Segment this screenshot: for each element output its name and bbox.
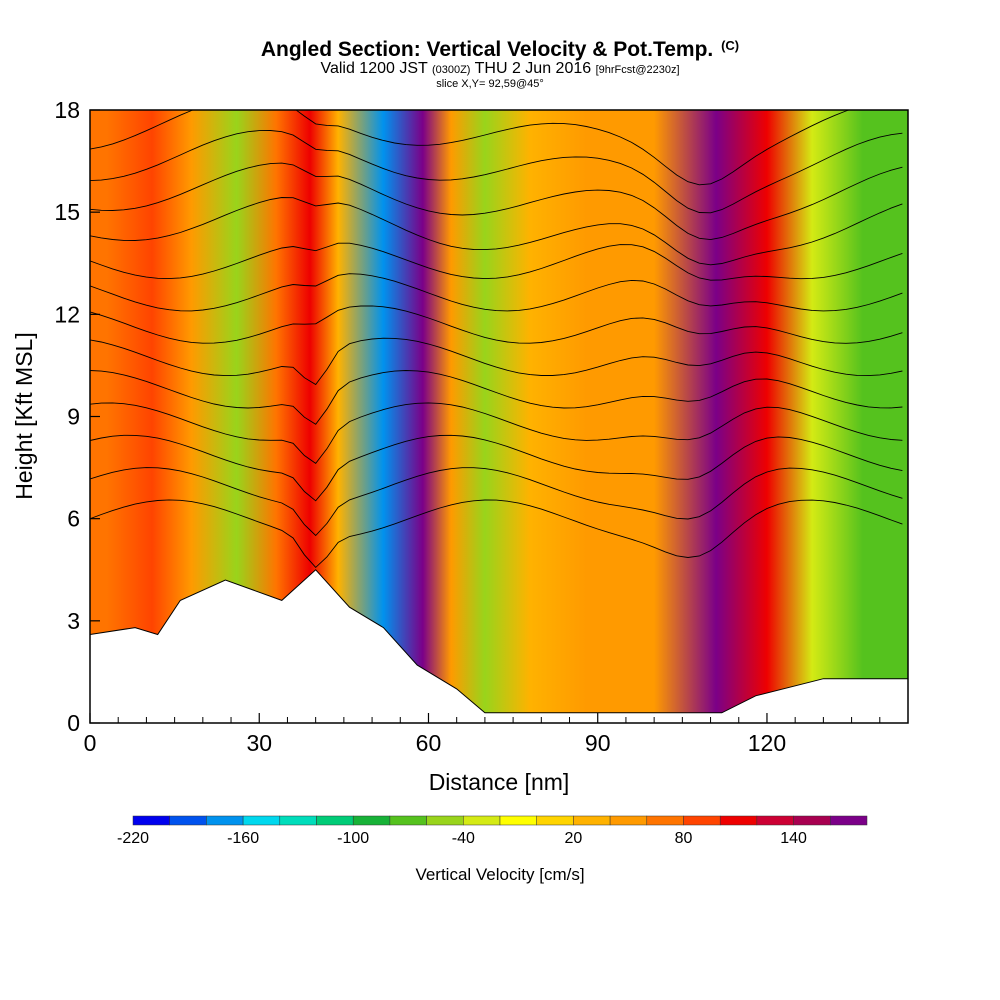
theta-contour xyxy=(90,467,903,537)
colorbar-tick-label: -40 xyxy=(452,830,475,847)
colorbar-swatch xyxy=(830,815,868,826)
x-tick-label: 120 xyxy=(748,730,786,756)
colorbar-swatch xyxy=(499,815,537,826)
title-unit: (C) xyxy=(721,38,740,53)
y-axis: 0 3 6 9 12 15 18 xyxy=(54,97,100,736)
colorbar-swatch xyxy=(463,815,501,826)
theta-contour xyxy=(90,337,903,386)
chart-subtitle: Valid 1200 JST (0300Z) THU 2 Jun 2016 [9… xyxy=(0,60,1000,78)
x-axis: 0 30 60 90 120 xyxy=(84,713,881,756)
colorbar-swatch xyxy=(719,815,758,826)
y-tick-label: 12 xyxy=(54,301,80,327)
colorbar-swatch xyxy=(609,815,648,826)
theta-contour xyxy=(90,197,903,266)
slice-label: slice X,Y= 92,59@45° xyxy=(436,78,544,90)
theta-contour xyxy=(90,499,903,569)
colorbar-swatch xyxy=(426,815,464,826)
theta-contour xyxy=(90,402,903,465)
y-tick-label: 0 xyxy=(67,710,80,736)
x-tick-label: 90 xyxy=(585,730,611,756)
colorbar-tick-label: 80 xyxy=(675,830,693,847)
theta-contour xyxy=(90,110,851,186)
y-tick-label: 3 xyxy=(67,608,80,634)
colorbar-swatch xyxy=(756,815,794,826)
colorbar-tick-label: -100 xyxy=(337,830,369,847)
x-tick-label: 30 xyxy=(246,730,272,756)
subtitle-utc: (0300Z) xyxy=(431,64,471,76)
colorbar-title: Vertical Velocity [cm/s] xyxy=(415,865,584,884)
colorbar-swatch xyxy=(132,815,170,826)
y-tick-label: 6 xyxy=(67,506,80,532)
theta-contours xyxy=(90,110,903,569)
colorbar-swatch xyxy=(793,815,831,826)
colorbar-swatch xyxy=(242,815,281,826)
colorbar-swatch xyxy=(683,815,721,826)
theta-contour xyxy=(90,370,903,425)
theta-contour xyxy=(90,434,903,502)
colorbar-tick-label: -160 xyxy=(227,830,259,847)
colorbar-tick-label: 20 xyxy=(565,830,583,847)
colorbar-swatch xyxy=(352,815,391,826)
y-tick-label: 9 xyxy=(67,404,80,430)
theta-contour xyxy=(90,162,903,241)
subtitle-fcst: [9hrFcst@2230z] xyxy=(595,64,680,76)
title-text: Angled Section: Vertical Velocity & Pot.… xyxy=(260,38,714,61)
theta-contour xyxy=(90,242,903,281)
colorbar-swatch xyxy=(389,815,427,826)
colorbar: -220 -160 -100 -40 20 80 140 xyxy=(117,815,868,847)
subtitle-date: THU 2 Jun 2016 xyxy=(474,60,592,77)
colorbar-swatch xyxy=(536,815,574,826)
y-axis-title: Height [Kft MSL] xyxy=(11,332,37,499)
terrain xyxy=(90,569,908,723)
colorbar-swatch xyxy=(316,815,354,826)
y-tick-label: 18 xyxy=(54,97,80,123)
colorbar-swatch xyxy=(279,815,317,826)
theta-contour xyxy=(90,305,903,344)
x-axis-title: Distance [nm] xyxy=(429,769,570,795)
colorbar-tick-label: -220 xyxy=(117,830,149,847)
velocity-field xyxy=(90,110,908,723)
chart-title: Angled Section: Vertical Velocity & Pot.… xyxy=(0,38,1000,62)
x-tick-label: 60 xyxy=(416,730,442,756)
colorbar-swatch xyxy=(169,815,207,826)
theta-contour xyxy=(90,273,903,312)
colorbar-swatch xyxy=(646,815,684,826)
theta-contour xyxy=(90,130,903,214)
colorbar-swatch xyxy=(573,815,611,826)
colorbar-swatch xyxy=(206,815,244,826)
x-tick-label: 0 xyxy=(84,730,97,756)
y-tick-label: 15 xyxy=(54,199,80,225)
subtitle-main: Valid 1200 JST xyxy=(320,60,428,77)
colorbar-tick-label: 140 xyxy=(780,830,807,847)
